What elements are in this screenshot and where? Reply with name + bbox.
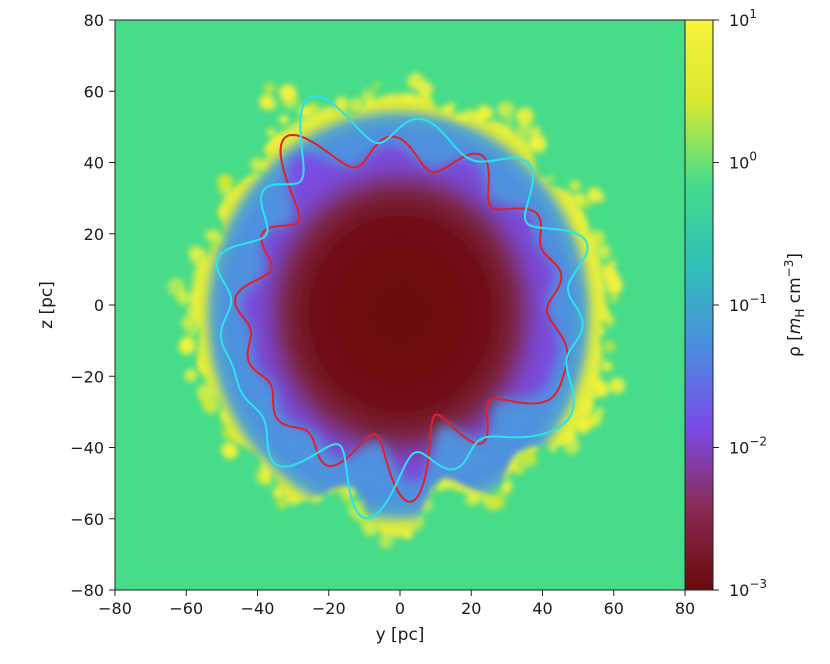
shell-clump — [519, 450, 537, 468]
x-tick-label: −40 — [241, 599, 275, 618]
shell-clump — [223, 431, 232, 440]
shell-clump — [477, 104, 489, 117]
contour-lines — [215, 95, 589, 520]
shell-clump — [460, 109, 478, 127]
colorbar-tick-label: 10−2 — [729, 435, 767, 458]
shell-clump — [606, 316, 613, 324]
shell-clump — [464, 493, 477, 506]
shell-clump — [609, 377, 626, 394]
shell-clump — [595, 243, 611, 260]
shell-clump — [608, 261, 616, 269]
density-map — [115, 20, 685, 590]
x-tick-label: −60 — [169, 599, 203, 618]
shell-clump — [602, 340, 616, 353]
shell-clump — [407, 72, 425, 90]
x-tick-label: −80 — [98, 599, 132, 618]
shell-clump — [204, 229, 216, 241]
shell-clump — [530, 125, 541, 137]
shell-clump — [490, 492, 507, 510]
colorbar: 10−3 10−2 10−1 100 101 ρ [mH cm−3] — [684, 7, 807, 600]
shell-clump — [342, 492, 352, 503]
colorbar-tick-label: 101 — [729, 7, 757, 30]
shell-clump — [594, 234, 603, 244]
shell-clump — [178, 337, 196, 355]
shell-clump — [361, 88, 376, 104]
y-tick-label: 40 — [84, 154, 104, 173]
y-tick-label: −60 — [70, 510, 104, 529]
shell-clump — [447, 102, 456, 110]
y-tick-label: −80 — [70, 581, 104, 600]
shell-clump — [275, 497, 288, 510]
shell-clump — [586, 187, 603, 203]
x-tick-label: 80 — [675, 599, 695, 618]
contour-line — [215, 95, 589, 520]
colorbar-tick-label: 10−3 — [729, 577, 767, 600]
x-tick-label: 0 — [395, 599, 405, 618]
shell-clump — [435, 483, 444, 492]
shell-clump — [176, 290, 191, 306]
shell-clump — [254, 161, 263, 170]
shell-clump — [255, 469, 271, 485]
y-tick-label: −20 — [70, 367, 104, 386]
shell-clump — [417, 515, 424, 523]
shell-clump — [497, 101, 515, 119]
x-axis: −80 −60 −40 −20 0 20 40 60 80 — [98, 590, 695, 618]
y-tick-label: 60 — [84, 82, 104, 101]
shell-clump — [532, 139, 542, 149]
x-tick-label: −20 — [312, 599, 346, 618]
shell-clump — [348, 98, 364, 113]
y-axis-label: z [pc] — [37, 281, 57, 329]
shell-clump — [273, 488, 281, 495]
shell-clump — [184, 369, 198, 382]
shell-clump — [263, 82, 276, 95]
shell-clump — [372, 81, 382, 90]
shell-clump — [549, 444, 557, 453]
shell-clump — [221, 441, 238, 459]
colorbar-gradient — [684, 19, 714, 591]
colorbar-label: ρ [mH cm−3] — [782, 253, 807, 357]
y-tick-label: 0 — [94, 296, 104, 315]
shell-clump — [183, 317, 201, 335]
shell-clump — [609, 294, 619, 304]
x-tick-label: 60 — [604, 599, 624, 618]
y-axis: −80 −60 −40 −20 0 20 40 60 80 — [70, 11, 115, 600]
x-tick-label: 20 — [461, 599, 481, 618]
shell-clump — [500, 483, 512, 495]
y-tick-label: 80 — [84, 11, 104, 30]
y-tick-label: −40 — [70, 439, 104, 458]
shell-clump — [217, 174, 234, 190]
shell-clump — [547, 175, 554, 183]
x-axis-label: y [pc] — [376, 625, 425, 645]
shell-clump — [563, 437, 580, 455]
colorbar-ticks: 10−3 10−2 10−1 100 101 — [713, 7, 767, 600]
colorbar-tick-label: 10−1 — [729, 292, 767, 315]
shell-clump — [188, 245, 202, 259]
shell-clump — [515, 111, 524, 120]
colorbar-tick-label: 100 — [729, 150, 757, 173]
y-tick-label: 20 — [84, 225, 104, 244]
shell-clump — [513, 464, 524, 476]
contour-line — [234, 134, 569, 503]
shell-clump — [201, 397, 215, 410]
shell-clump — [595, 407, 604, 416]
shell-clump — [569, 180, 581, 192]
x-tick-label: 40 — [532, 599, 552, 618]
hot-cavity — [241, 144, 560, 484]
shell-clump — [196, 383, 215, 402]
